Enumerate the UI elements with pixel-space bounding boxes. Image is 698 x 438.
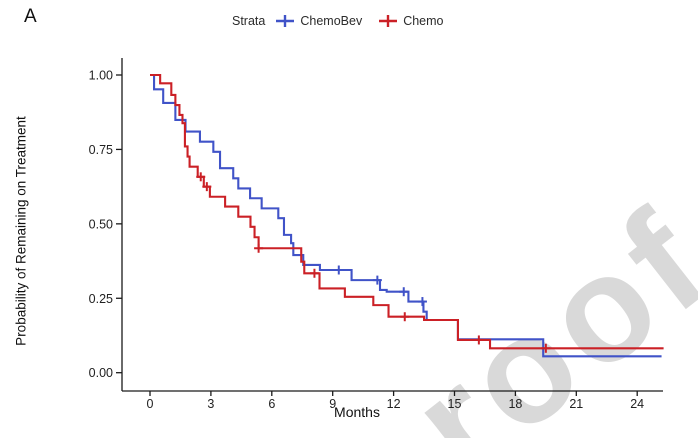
legend-item-chemobev: ChemoBev (274, 13, 362, 29)
x-tick-label: 24 (630, 397, 644, 411)
legend-label-chemo: Chemo (403, 14, 444, 28)
panel-label: A (24, 6, 37, 27)
legend-title: Strata (232, 14, 266, 28)
x-tick-label: 9 (329, 397, 336, 411)
plus-marker-icon (276, 15, 295, 27)
survival-curve-chemo (150, 73, 664, 350)
x-axis-title: Months (334, 404, 380, 420)
y-tick-label: 0.25 (89, 292, 113, 306)
y-tick-label: 0.75 (89, 143, 113, 157)
x-tick-label: 21 (569, 397, 583, 411)
legend: Strata ChemoBev Chemo (232, 13, 444, 29)
x-tick-label: 12 (387, 397, 401, 411)
plus-marker-icon (379, 15, 398, 27)
y-tick-label: 1.00 (89, 69, 113, 83)
x-tick-label: 15 (448, 397, 462, 411)
y-tick-label: 0.00 (89, 366, 113, 380)
x-tick-label: 3 (207, 397, 214, 411)
legend-label-chemobev: ChemoBev (300, 14, 363, 28)
x-tick-label: 6 (268, 397, 275, 411)
survival-curve-chemobev (150, 73, 662, 358)
y-tick-label: 0.50 (89, 217, 113, 231)
x-tick-label: 18 (508, 397, 522, 411)
x-tick-label: 0 (147, 397, 154, 411)
legend-item-chemo: Chemo (377, 13, 444, 29)
